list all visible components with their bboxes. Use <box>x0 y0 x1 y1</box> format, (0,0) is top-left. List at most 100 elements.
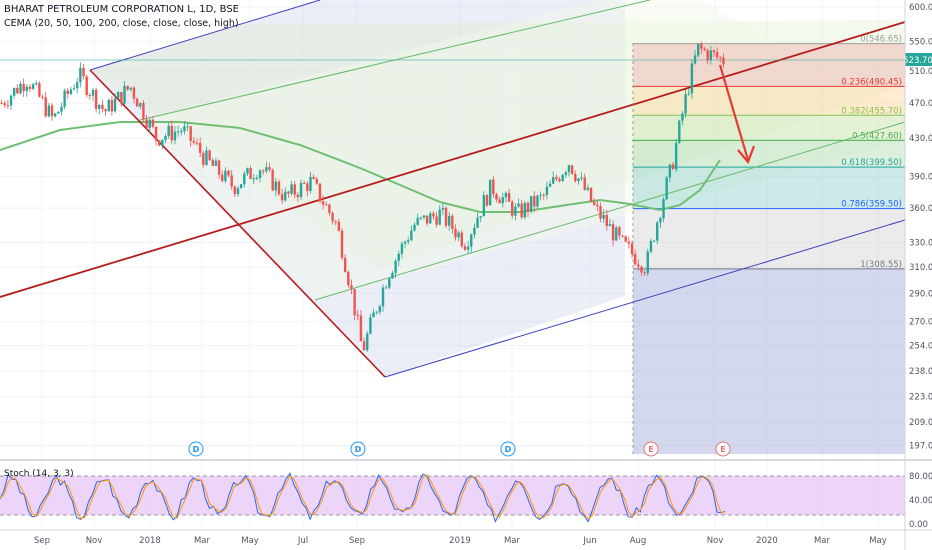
price-tick-label: 550.00 <box>909 37 932 47</box>
candle-body <box>28 86 32 89</box>
candle-body <box>425 215 429 224</box>
candle-body <box>302 182 306 184</box>
candle-body <box>19 83 22 94</box>
price-axis[interactable]: 600.00 550.00 510.00 470.00 430.00 390.00 360.… <box>909 3 932 452</box>
candle-body <box>287 191 290 194</box>
candle-body <box>214 160 218 166</box>
candle-body <box>189 126 192 141</box>
candle-body <box>157 140 161 146</box>
candle-body <box>126 85 129 90</box>
candle-body <box>135 98 139 107</box>
candle-body <box>444 207 448 226</box>
candle-body <box>407 240 410 242</box>
candle-body <box>192 140 196 143</box>
candle-body <box>343 257 347 272</box>
candle-body <box>703 48 706 51</box>
event-marker <box>350 441 366 457</box>
event-marker-label: D <box>355 445 362 454</box>
candle-body <box>700 43 703 49</box>
candle-body <box>85 76 88 96</box>
pitchfork[interactable] <box>0 0 906 378</box>
price-tick-label: 197.00 <box>909 442 932 452</box>
candle-body <box>712 50 716 53</box>
candle-body <box>325 204 328 206</box>
candle-body <box>372 312 375 318</box>
candle-body <box>72 88 76 90</box>
candle-body <box>690 63 694 94</box>
price-tick-label: 209.00 <box>909 418 932 428</box>
candle-body <box>280 194 284 201</box>
event-marker-label: E <box>720 445 725 454</box>
candle-body <box>268 167 271 170</box>
candle-body <box>561 174 564 182</box>
candle-body <box>0 103 3 105</box>
candle-body <box>463 246 467 250</box>
time-tick-label: Aug <box>630 536 647 546</box>
candle-body <box>529 195 533 212</box>
candle-body <box>76 82 79 89</box>
price-tick-label: 310.00 <box>909 263 932 273</box>
time-axis[interactable]: Sep Nov 2018 Mar May Jul Sep 2019 Mar Jun Aug Nov 20… <box>34 536 887 546</box>
projection-arrow[interactable] <box>718 64 756 165</box>
candle-body <box>12 87 16 96</box>
candle-body <box>296 194 300 198</box>
fibonacci-retracement[interactable] <box>633 43 905 454</box>
candle-body <box>391 272 394 279</box>
candle-body <box>709 50 713 61</box>
candle-body <box>262 170 265 172</box>
candle-body <box>596 204 599 207</box>
fib-level-label: 0.382(455.70) <box>841 106 902 116</box>
time-tick-label: Mar <box>814 536 831 546</box>
fib-level-label: 0.5(427.60) <box>852 131 902 141</box>
candle-body <box>265 167 268 172</box>
candle-body <box>3 103 6 106</box>
candle-body <box>274 181 278 191</box>
candle-body <box>44 97 47 117</box>
candle-body <box>394 260 397 273</box>
candle-body <box>403 241 407 244</box>
candle-body <box>592 201 596 205</box>
candle-body <box>31 84 35 89</box>
candle-body <box>552 177 555 184</box>
candle-body <box>384 287 388 289</box>
stoch-tick-label: 0.00 <box>909 520 928 530</box>
candle-body <box>697 43 700 56</box>
fibonacci-levels: 0(546.65) 0.236(490.45) 0.382(455.70) 0.5(4… <box>633 35 905 270</box>
time-tick-label: Mar <box>194 536 211 546</box>
candle-body <box>466 246 470 250</box>
candle-body <box>665 177 668 200</box>
time-tick-label: Jun <box>582 536 596 546</box>
candle-body <box>328 204 331 213</box>
candlesticks <box>0 41 725 352</box>
candle-body <box>640 266 643 273</box>
candle-body <box>66 90 69 94</box>
candle-body <box>167 125 170 137</box>
candle-body <box>608 224 612 227</box>
candle-body <box>334 221 337 223</box>
price-tick-label: 600.00 <box>909 3 932 13</box>
candle-body <box>353 289 356 316</box>
price-tick-label: 430.00 <box>909 134 932 144</box>
time-tick-label: Nov <box>86 536 103 546</box>
candle-body <box>123 85 126 104</box>
candle-body <box>369 317 372 334</box>
candle-body <box>227 170 230 176</box>
price-tick-label: 270.00 <box>909 317 932 327</box>
candle-body <box>230 175 233 187</box>
candle-body <box>416 217 419 225</box>
candle-body <box>643 272 646 274</box>
candle-body <box>173 131 177 141</box>
time-tick-label: Mar <box>504 536 521 546</box>
candle-body <box>233 186 237 195</box>
candle-body <box>624 236 627 242</box>
candle-body <box>536 195 539 207</box>
candle-body <box>249 168 252 179</box>
candle-body <box>615 227 618 241</box>
candle-body <box>722 57 725 65</box>
time-tick-label: Sep <box>34 536 50 546</box>
candle-body <box>533 195 536 207</box>
candle-body <box>151 119 155 127</box>
candle-body <box>476 217 479 228</box>
